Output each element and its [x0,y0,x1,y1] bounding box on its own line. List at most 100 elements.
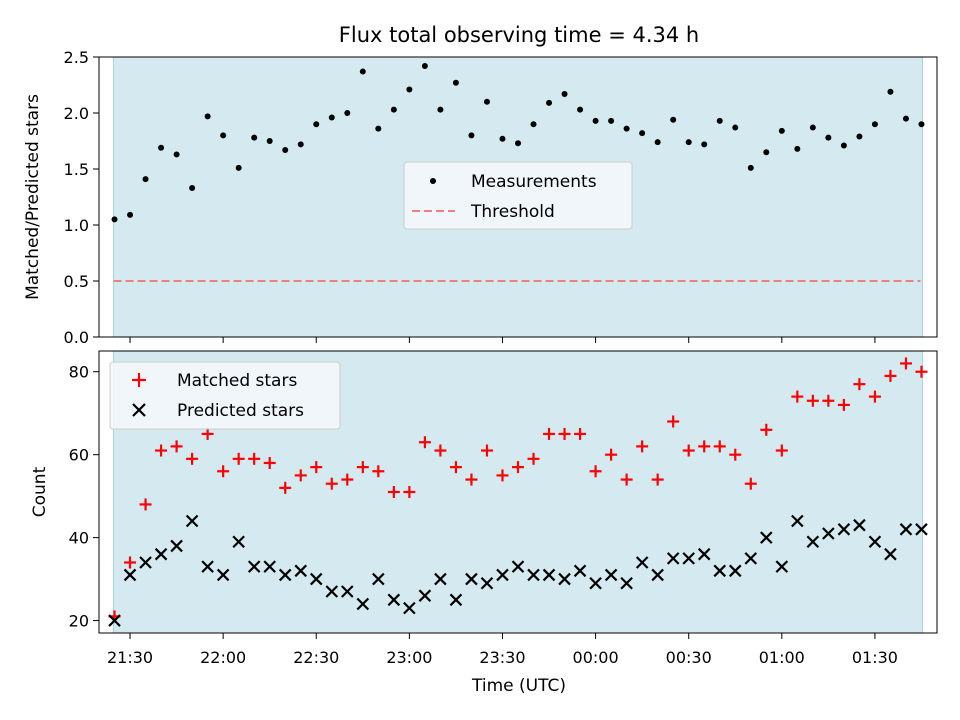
predicted-star-point [884,547,897,561]
matched-star-point [837,398,850,411]
predicted-star-point [837,523,851,536]
predicted-star-point [387,593,401,607]
predicted-star-point [899,523,913,536]
predicted-star-point [635,556,649,569]
top-y-axis-label: Matched/Predicted stars [23,94,43,300]
predicted-star-point [511,560,525,573]
measurement-point [499,135,506,142]
measurement-point [871,121,878,128]
predicted-star-point [744,552,758,565]
measurement-point [809,124,816,131]
measurement-point [313,121,320,128]
matched-star-point [387,486,400,498]
bottom-panel: 20 40 60 80 21:30 22:00 22:30 23:00 23:30 00:00 0… [30,350,938,696]
predicted-star-point [356,597,370,611]
measurement-point [111,216,118,223]
xtick-label: 00:30 [666,648,712,667]
matched-star-point [139,498,152,511]
top-ytick-label: 1.5 [64,160,89,179]
matched-star-point [294,469,307,482]
measurement-point [732,124,739,131]
matched-star-point [713,440,726,453]
matched-star-point [636,440,649,453]
measurement-point [483,98,490,105]
matched-star-point [434,444,447,457]
matched-star-point [512,461,524,474]
predicted-star-point [480,576,494,590]
predicted-star-point [449,593,463,607]
measurement-point [856,133,863,140]
matched-star-point [605,448,618,461]
top-ytick-label: 0.5 [64,272,89,291]
matched-star-point [186,452,199,465]
matched-star-point [217,465,230,478]
predicted-star-point [775,560,789,573]
predicted-star-point [185,514,199,528]
top-legend: Measurements Threshold [403,161,633,230]
predicted-star-point [278,568,292,582]
bottom-plot-frame [98,350,938,634]
predicted-star-point [123,568,137,582]
measurement-point [437,106,444,113]
measurement-point [515,140,521,147]
predicted-star-point [666,552,680,565]
matched-star-point [698,440,711,453]
measurement-point [328,114,335,121]
measurement-point [173,151,180,158]
xtick-label: 01:30 [852,648,898,667]
legend-matched-marker [132,373,146,387]
xtick-label: 00:00 [573,648,619,667]
predicted-star-point [573,564,587,578]
xtick-label: 23:30 [479,648,525,667]
measurement-point [452,79,459,86]
predicted-star-point [697,547,711,561]
measurement-point [142,176,149,183]
measurement-point [390,106,397,113]
measurement-point [158,144,165,151]
matched-star-point [806,394,819,407]
top-legend-box [403,161,633,230]
predicted-star-point [713,564,727,578]
predicted-star-point [139,556,152,569]
measurement-point [546,99,553,106]
measurement-point [825,134,832,141]
top-panel: 0.0 0.5 1.0 1.5 2.0 2.5 Matched/Predicted sta… [23,48,938,347]
top-ytick-label: 0.0 [64,328,89,347]
matched-star-point [791,390,804,403]
predicted-star-point [309,572,323,586]
matched-star-point [372,465,385,478]
predicted-star-point [915,523,928,536]
legend-predicted-label: Predicted stars [177,401,304,421]
matched-star-point [899,357,912,370]
matched-star-point [418,436,431,449]
measurement-point [701,141,708,148]
predicted-star-point [232,535,245,549]
measurement-point [235,164,242,171]
measurement-point [887,88,894,95]
matched-star-point [682,444,695,457]
measurement-point [406,86,413,93]
measurement-point [220,132,227,139]
measurement-point [685,139,692,146]
xtick-label: 22:00 [200,648,246,667]
bottom-y-axis-label: Count [30,466,50,517]
predicted-star-point [620,576,633,590]
measurement-point [189,185,196,192]
xtick-label: 23:00 [386,648,432,667]
matched-star-point [496,469,509,482]
matched-star-point [915,365,928,378]
measurement-point [608,117,615,124]
matched-star-point [853,378,866,391]
matched-star-point [775,444,788,457]
measurement-point [794,145,801,152]
predicted-star-point [496,568,509,582]
predicted-star-point [527,568,540,582]
matched-star-point [263,456,276,469]
matched-star-point [651,473,664,486]
predicted-star-point [868,535,882,549]
matched-star-point [589,465,602,478]
matched-star-point [341,473,354,486]
predicted-star-point [403,601,416,615]
measurement-point [778,127,785,134]
